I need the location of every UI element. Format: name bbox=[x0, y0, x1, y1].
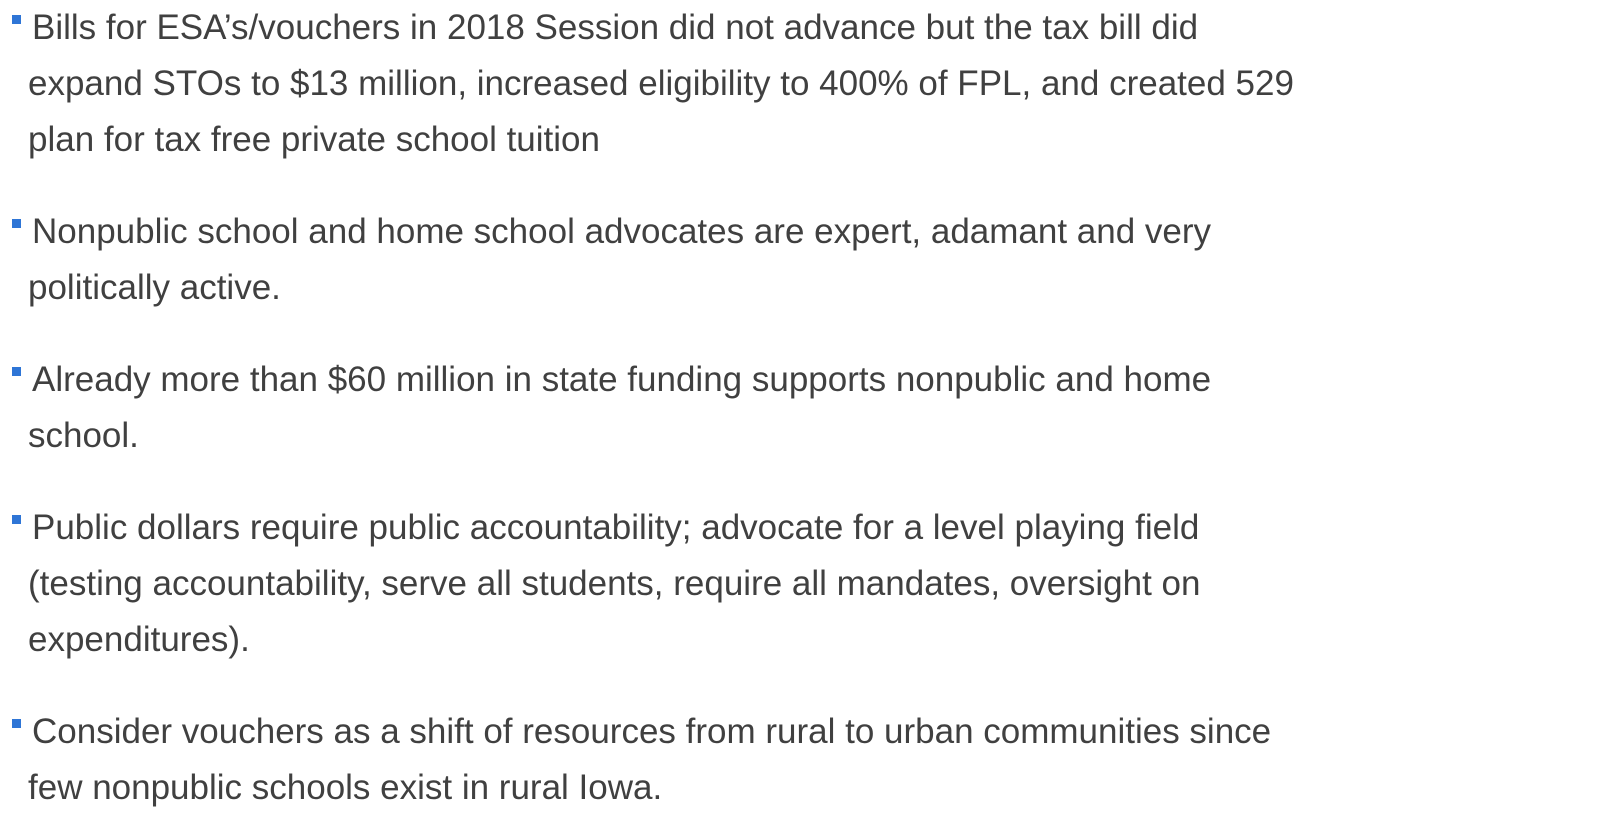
bullet-line: Nonpublic school and home school advocat… bbox=[0, 204, 1606, 260]
bullet-line: expenditures). bbox=[28, 620, 250, 659]
bullet-line: Public dollars require public accountabi… bbox=[0, 500, 1606, 556]
bullet-marker bbox=[12, 719, 21, 728]
bullet-item: Consider vouchers as a shift of resource… bbox=[0, 704, 1606, 816]
bullet-marker bbox=[12, 367, 21, 376]
bullet-line: Already more than $60 million in state f… bbox=[0, 352, 1606, 408]
bullet-line: Bills for ESA’s/vouchers in 2018 Session… bbox=[0, 0, 1606, 56]
bullet-line: (testing accountability, serve all stude… bbox=[28, 564, 1201, 603]
bullet-line: school. bbox=[28, 416, 139, 455]
bullet-marker bbox=[12, 515, 21, 524]
bullet-item: Already more than $60 million in state f… bbox=[0, 352, 1606, 464]
bullet-line: Consider vouchers as a shift of resource… bbox=[0, 704, 1606, 760]
bullet-marker bbox=[12, 219, 21, 228]
bullet-item: Public dollars require public accountabi… bbox=[0, 500, 1606, 668]
bullet-marker bbox=[12, 15, 21, 24]
bullet-line: expand STOs to $13 million, increased el… bbox=[28, 64, 1294, 103]
bullet-line: plan for tax free private school tuition bbox=[28, 120, 600, 159]
bullet-item: Bills for ESA’s/vouchers in 2018 Session… bbox=[0, 0, 1606, 168]
bullet-line: politically active. bbox=[28, 268, 281, 307]
bullet-item: Nonpublic school and home school advocat… bbox=[0, 204, 1606, 316]
bullet-line: few nonpublic schools exist in rural Iow… bbox=[28, 768, 663, 807]
